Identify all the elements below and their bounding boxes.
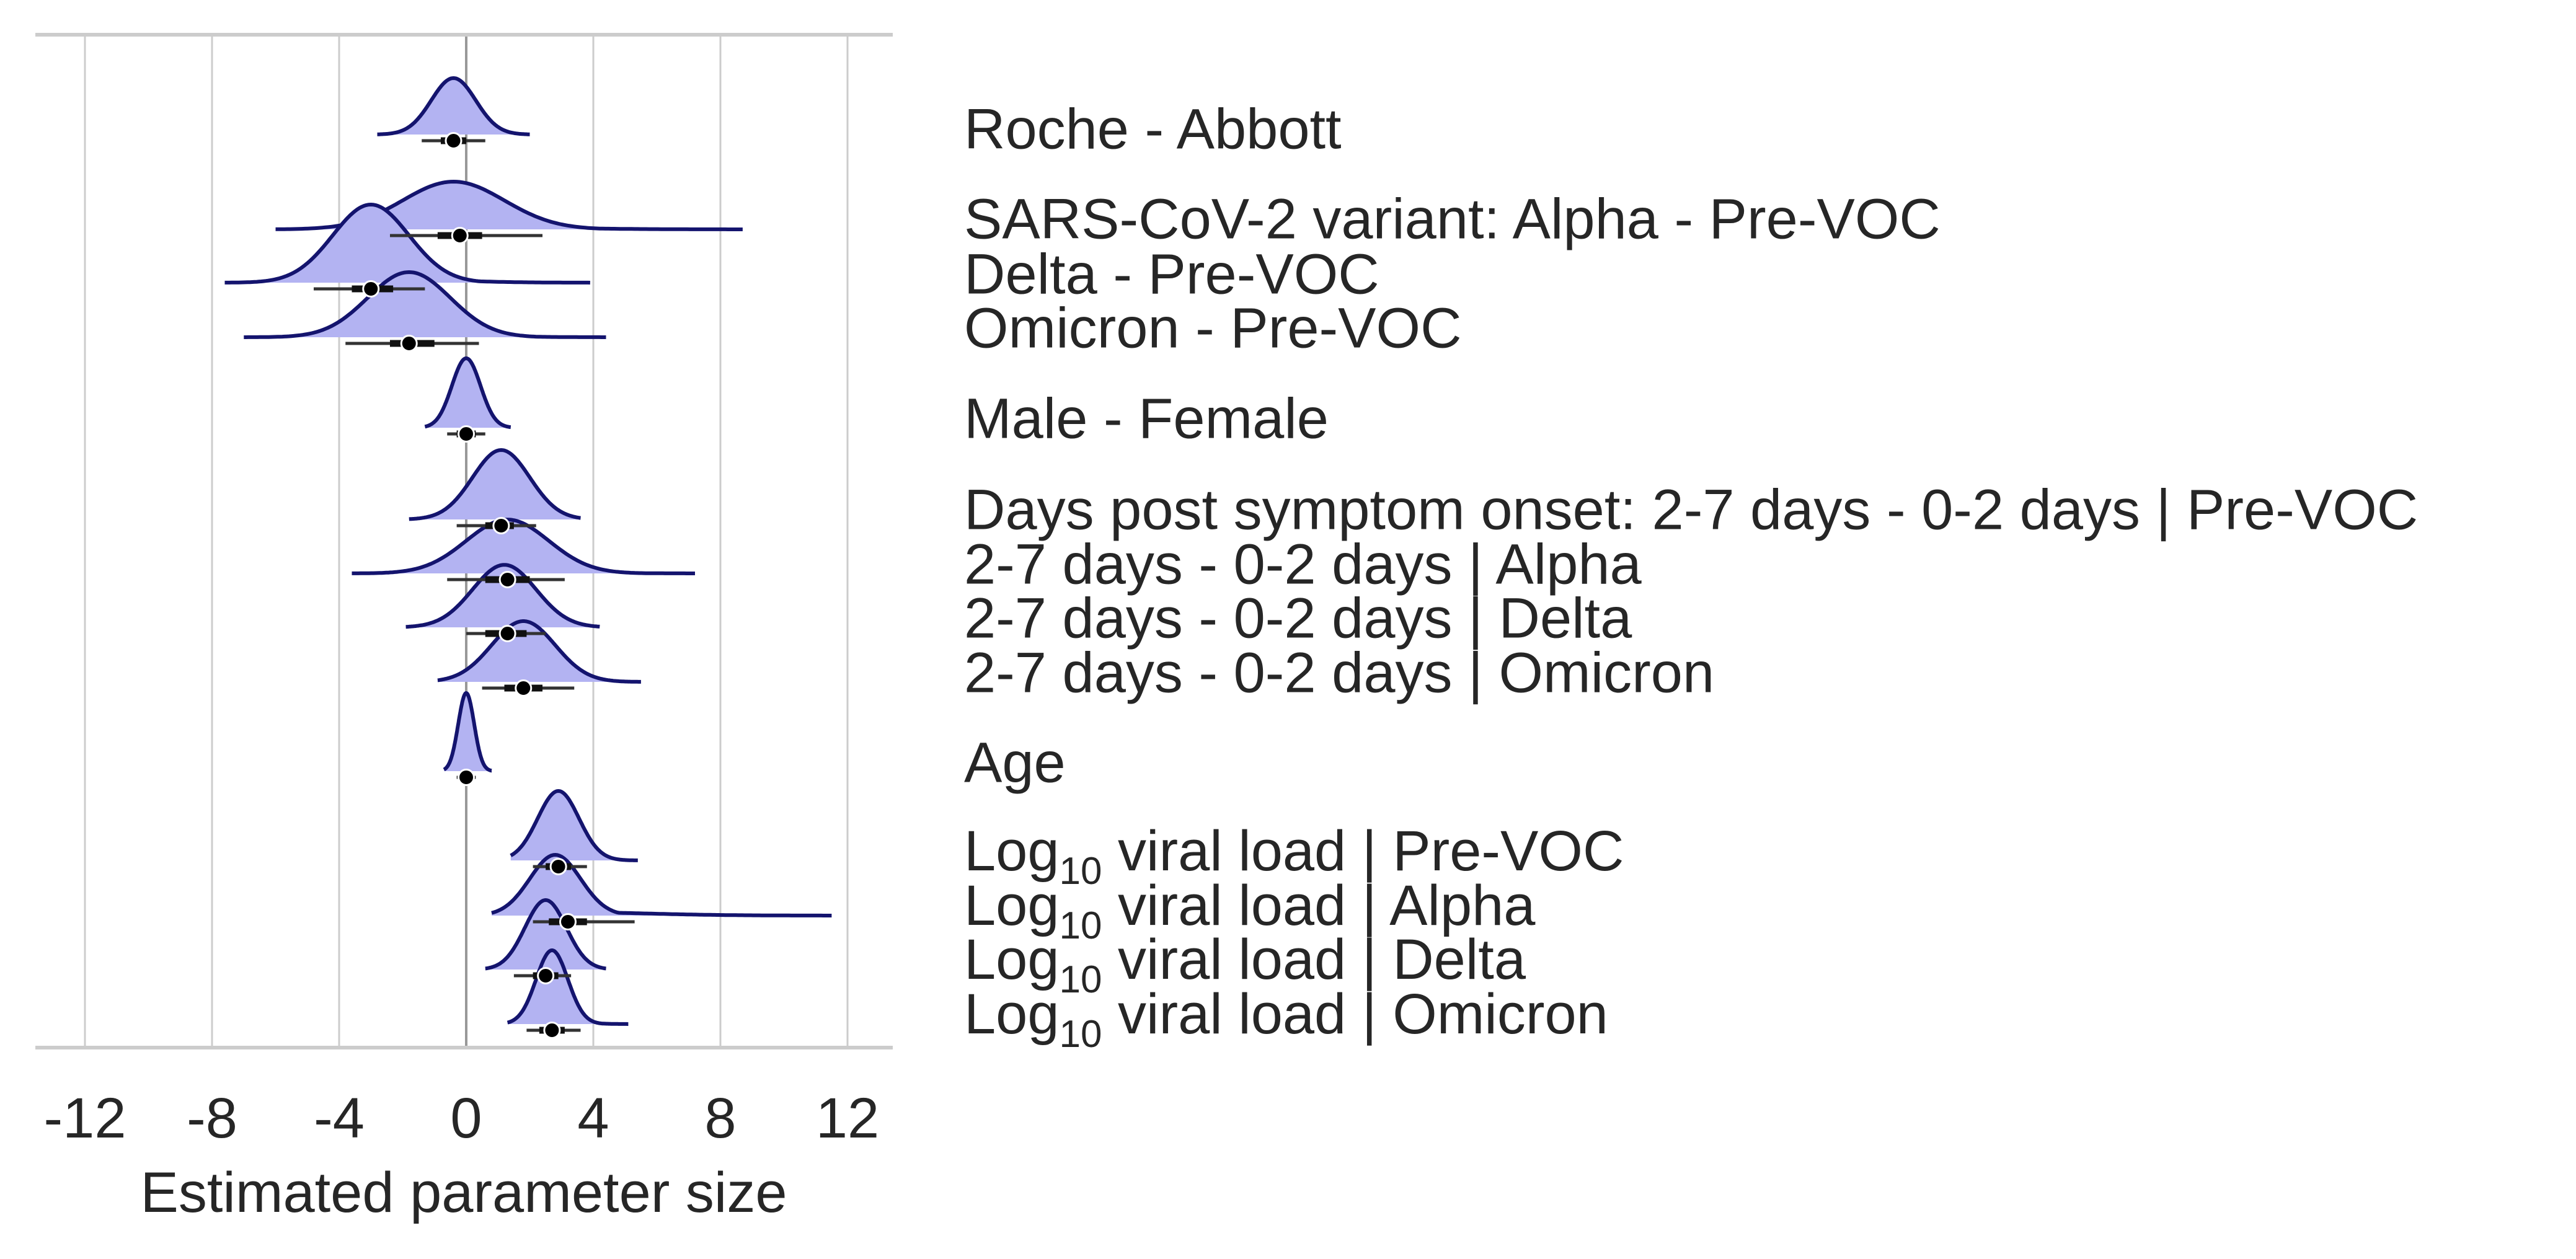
x-axis-label: Estimated parameter size	[140, 1161, 787, 1224]
row-label: Male - Female	[964, 387, 1329, 450]
x-tick-label: -4	[314, 1087, 365, 1150]
median-point	[559, 913, 577, 930]
density-ridge-fill	[224, 205, 590, 283]
row-label: Log10 viral load | Omicron	[964, 983, 1608, 1056]
density-ridge-fill	[377, 78, 530, 135]
row-label: 2-7 days - 0-2 days | Omicron	[964, 641, 1714, 704]
median-point	[498, 571, 516, 588]
x-tick-label: 8	[704, 1087, 736, 1150]
density-ridge-outline	[442, 691, 494, 773]
density-ridge-outline	[244, 270, 606, 339]
density-ridge-fill	[492, 855, 832, 916]
density-ridge-outline	[376, 76, 531, 136]
row-label: 2-7 days - 0-2 days | Alpha	[964, 532, 1642, 596]
row-labels: Roche - Abbott SARS-CoV-2 variant: Alpha …	[964, 97, 2418, 1056]
ridge-layer	[224, 76, 832, 1026]
x-tick-label: -8	[187, 1087, 237, 1150]
interval-layer	[314, 132, 635, 1039]
row-label: 2-7 days - 0-2 days | Delta	[964, 586, 1632, 650]
x-axis: -12 -8 -4 0 4 8 12	[44, 1087, 880, 1150]
x-tick-label: -12	[44, 1087, 126, 1150]
density-ridge-fill	[485, 900, 606, 970]
median-point	[362, 280, 380, 298]
density-ridge-fill	[444, 693, 492, 771]
density-ridge-outline	[510, 789, 639, 862]
density-ridge-outline	[224, 203, 590, 285]
density-ridge-outline	[352, 518, 695, 575]
density-ridge-fill	[510, 791, 638, 860]
median-point	[543, 1022, 561, 1039]
median-point	[498, 625, 516, 642]
density-ridge-outline	[436, 619, 642, 684]
row-label: Omicron - Pre-VOC	[964, 296, 1462, 360]
density-ridge-fill	[437, 621, 641, 682]
median-point	[451, 227, 469, 244]
density-ridge-fill	[409, 450, 581, 519]
median-point	[400, 335, 418, 352]
x-tick-label: 0	[450, 1087, 482, 1150]
density-ridge-outline	[484, 898, 608, 971]
median-point	[458, 425, 475, 443]
median-point	[445, 132, 463, 149]
density-ridge-outline	[405, 563, 601, 629]
density-ridge-outline	[408, 448, 582, 521]
row-label: Days post symptom onset: 2-7 days - 0-2 …	[964, 478, 2418, 541]
row-label: Delta - Pre-VOC	[964, 242, 1379, 306]
density-ridge-outline	[491, 853, 832, 917]
density-ridge-fill	[352, 519, 695, 573]
row-label: Log10 viral load | Delta	[964, 928, 1526, 1001]
density-ridge-fill	[244, 272, 606, 337]
density-ridge-outline	[506, 948, 630, 1026]
row-label: Age	[964, 731, 1066, 794]
row-label: Roche - Abbott	[964, 97, 1342, 161]
density-ridge-fill	[507, 950, 629, 1024]
median-point	[549, 858, 567, 875]
median-point	[492, 517, 510, 534]
row-label: Log10 viral load | Alpha	[964, 874, 1536, 947]
density-ridge-outline	[423, 356, 512, 430]
x-tick-label: 12	[816, 1087, 879, 1150]
median-point	[515, 679, 533, 697]
x-tick-label: 4	[577, 1087, 609, 1150]
row-label: Log10 viral load | Pre-VOC	[964, 819, 1624, 893]
row-label: SARS-CoV-2 variant: Alpha - Pre-VOC	[964, 187, 1941, 250]
median-point	[537, 967, 555, 984]
median-point	[458, 769, 475, 786]
